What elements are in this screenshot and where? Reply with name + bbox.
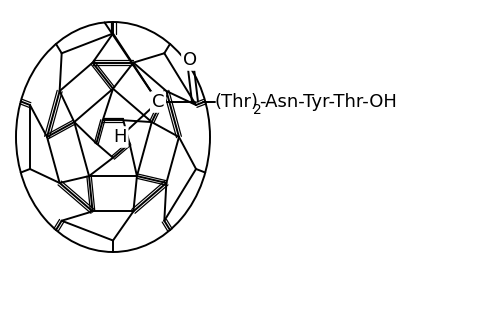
Text: -Asn-Tyr-Thr-OH: -Asn-Tyr-Thr-OH [259, 93, 397, 111]
Text: O: O [183, 51, 197, 69]
Text: (Thr): (Thr) [215, 93, 259, 111]
Text: C: C [152, 93, 164, 111]
Text: 2: 2 [253, 103, 262, 117]
Text: H: H [113, 128, 127, 146]
